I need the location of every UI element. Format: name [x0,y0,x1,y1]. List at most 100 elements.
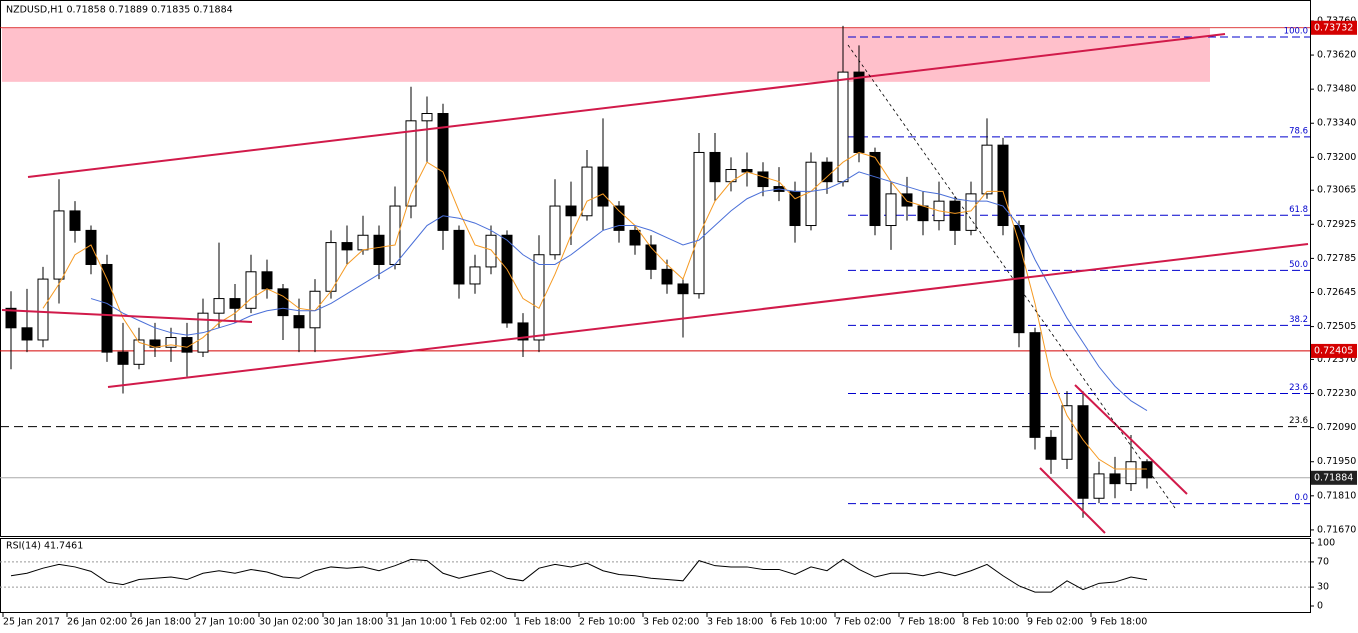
price-label-box [1311,343,1357,358]
y-tick-label: 0.73620 [1317,50,1356,61]
candle-body [133,339,145,365]
supply-zone [2,27,1210,82]
candle-body [277,288,289,317]
rsi-line [10,558,1148,593]
y-tick-label: 0.72925 [1317,219,1356,230]
fib-label: 61.8 [1289,205,1308,215]
fib-label: 23.6 [1289,416,1308,426]
y-tick-label: 0.72230 [1317,388,1356,399]
candle-body [325,242,337,292]
trendline [1074,384,1188,495]
candle-body [853,71,865,153]
candle-body [869,151,881,227]
y-tick-label: 0.72370 [1317,354,1356,365]
price-label: 0.73732 [1314,22,1353,33]
trendline [1039,467,1106,534]
candle-body [213,298,225,314]
trendline [107,243,1309,388]
candle-body [981,144,993,195]
x-tick-label: 9 Feb 02:00 [1027,617,1083,628]
candle-body [501,234,513,324]
y-tick-label: 0.73200 [1317,152,1356,163]
x-tick-label: 25 Jan 2017 [3,617,60,628]
x-tick-label: 27 Jan 10:00 [195,617,255,628]
candle-body [341,242,353,251]
candle-body [357,234,369,251]
candle-body [69,210,81,231]
candle-body [1109,473,1121,485]
candle-body [917,205,929,222]
candle-body [661,268,673,285]
x-tick-label: 1 Feb 02:00 [451,617,507,628]
candle-body [1045,436,1057,460]
fib-label: 23.6 [1289,383,1308,393]
candle-body [1141,461,1153,479]
fib-trend [847,44,1176,509]
y-tick-label: 0.73340 [1317,118,1356,129]
candle-body [965,193,977,231]
candle-body [597,166,609,207]
candle-body [645,244,657,270]
fib-label: 50.0 [1289,260,1308,270]
candle-body [885,193,897,227]
candle-body [229,298,241,309]
candle-body [581,166,593,217]
moving-average [90,171,1148,412]
candle-body [1061,405,1073,460]
trendline [27,33,1226,178]
price-label: 0.71884 [1314,472,1353,483]
candle-body [245,271,257,309]
moving-average [42,151,1147,470]
y-tick-label: 0.73065 [1317,185,1356,196]
x-tick-label: 26 Jan 18:00 [131,617,191,628]
candle-body [565,205,577,217]
x-tick-label: 31 Jan 10:00 [387,617,447,628]
x-tick-label: 9 Feb 18:00 [1091,617,1147,628]
candle-body [613,205,625,231]
candle-body [5,307,17,329]
candle-body [21,327,33,341]
x-tick-label: 30 Jan 02:00 [259,617,319,628]
y-tick-label: 0.71810 [1317,490,1356,501]
candle-body [117,351,129,365]
x-tick-label: 1 Feb 18:00 [515,617,571,628]
y-tick-label: 0.72645 [1317,287,1356,298]
y-tick-label: 0.73480 [1317,84,1356,95]
y-tick-label: 0.72090 [1317,422,1356,433]
y-tick-label: 0 [1317,601,1323,612]
candle-body [37,278,49,341]
x-tick-label: 3 Feb 02:00 [643,617,699,628]
candle-body [997,144,1009,227]
candle-body [517,322,529,341]
x-tick-label: 7 Feb 02:00 [835,617,891,628]
candle-body [421,113,433,122]
candle-body [533,254,545,341]
main-panel-frame [0,0,1311,537]
candle-body [949,200,961,231]
fib-label: 78.6 [1289,126,1308,136]
price-label-box [1311,20,1357,35]
trendline [1,309,253,323]
candle-body [1029,332,1041,438]
trendlines [1,33,1309,534]
candle-body [101,263,113,353]
fib-label: 100.0 [1284,27,1308,37]
y-tick-label: 0.72785 [1317,253,1356,264]
y-tick-label: 70 [1317,556,1329,567]
price-label-box [1311,470,1357,485]
candle-body [789,190,801,227]
candle-body [549,205,561,256]
chart-title: NZDUSD,H1 0.71858 0.71889 0.71835 0.7188… [6,5,233,16]
candle-body [805,161,817,227]
fib-label: 0.0 [1294,493,1308,503]
candle-body [485,234,497,268]
fib-label: 38.2 [1289,315,1308,325]
candle-body [1125,461,1137,485]
candle-body [757,171,769,188]
rsi-title: RSI(14) 41.7461 [6,541,83,552]
candle-body [469,266,481,285]
x-tick-label: 26 Jan 02:00 [67,617,127,628]
y-tick-label: 0.72505 [1317,321,1356,332]
y-tick-label: 0.71950 [1317,456,1356,467]
candle-body [709,151,721,183]
